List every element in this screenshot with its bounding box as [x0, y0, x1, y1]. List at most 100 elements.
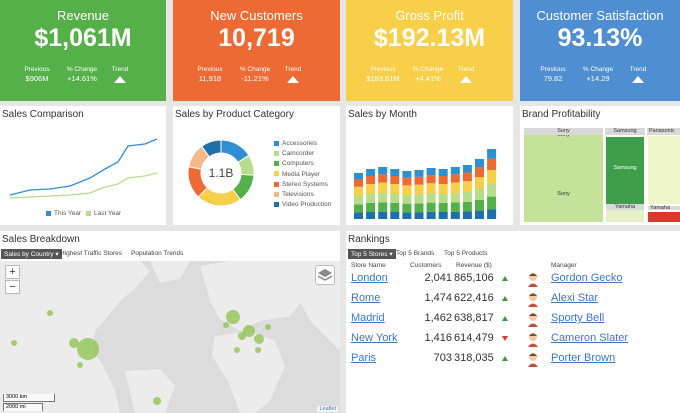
- month-bar-segment[interactable]: [414, 170, 424, 177]
- month-bar-segment[interactable]: [475, 189, 484, 200]
- month-bar-segment[interactable]: [366, 194, 376, 203]
- month-bar-segment[interactable]: [378, 211, 388, 219]
- month-bar-segment[interactable]: [450, 182, 460, 193]
- store-name-link[interactable]: New York: [351, 332, 398, 344]
- month-bar-segment[interactable]: [414, 176, 424, 185]
- month-bar-segment[interactable]: [462, 211, 472, 219]
- month-bar-segment[interactable]: [366, 184, 376, 194]
- month-bar-segment[interactable]: [475, 210, 484, 219]
- month-bar-segment[interactable]: [487, 149, 497, 159]
- month-bar-segment[interactable]: [354, 173, 363, 180]
- treemap-tile[interactable]: Sony: [524, 128, 603, 222]
- store-name-link[interactable]: Rome: [351, 292, 381, 304]
- month-bar-segment[interactable]: [378, 182, 388, 193]
- map-view[interactable]: + − 3000 km 2000 mi Leaflet: [0, 261, 340, 413]
- month-bar-segment[interactable]: [487, 184, 497, 197]
- month-bar-segment[interactable]: [438, 212, 448, 219]
- month-bar-segment[interactable]: [426, 183, 436, 194]
- month-bar-segment[interactable]: [487, 196, 497, 210]
- month-bar-segment[interactable]: [487, 209, 497, 219]
- treemap-tile[interactable]: [648, 206, 680, 210]
- treemap-tile[interactable]: [648, 136, 680, 204]
- zoom-in-button[interactable]: +: [5, 265, 20, 279]
- month-bar-segment[interactable]: [487, 170, 497, 184]
- manager-name-link[interactable]: Alexi Star: [551, 292, 599, 304]
- leaflet-attribution[interactable]: Leaflet: [317, 406, 338, 412]
- month-bar-segment[interactable]: [390, 203, 400, 212]
- month-bar-segment[interactable]: [390, 184, 400, 194]
- month-bar-segment[interactable]: [414, 212, 424, 219]
- month-bar-segment[interactable]: [475, 159, 484, 168]
- month-bar-segment[interactable]: [438, 203, 448, 212]
- manager-name-link[interactable]: Porter Brown: [551, 352, 616, 364]
- month-bar-segment[interactable]: [366, 212, 376, 219]
- month-bar-segment[interactable]: [450, 202, 460, 212]
- tab-highest-traffic-stores[interactable]: Highest Traffic Stores: [60, 250, 123, 257]
- store-name-link[interactable]: Madrid: [351, 312, 385, 324]
- month-bar-segment[interactable]: [487, 158, 497, 170]
- month-bar-segment[interactable]: [366, 203, 376, 212]
- month-bar-segment[interactable]: [426, 202, 436, 212]
- month-bar-segment[interactable]: [354, 204, 363, 213]
- store-name-link[interactable]: Paris: [351, 352, 377, 364]
- month-bar-segment[interactable]: [450, 174, 460, 183]
- month-bar-segment[interactable]: [462, 165, 472, 173]
- donut-slice[interactable]: [187, 166, 209, 198]
- month-bar-segment[interactable]: [390, 176, 400, 184]
- month-bar-segment[interactable]: [475, 199, 484, 211]
- month-bar-segment[interactable]: [378, 174, 388, 183]
- month-bar-segment[interactable]: [462, 172, 472, 182]
- tab-top-5-brands[interactable]: Top 5 Brands: [396, 250, 435, 257]
- treemap-tile[interactable]: [648, 212, 680, 222]
- treemap-tile[interactable]: [606, 206, 644, 222]
- month-bar-segment[interactable]: [402, 195, 412, 204]
- treemap-tile[interactable]: [524, 182, 603, 196]
- tab-sales-by-country[interactable]: Sales by Country ▾: [1, 249, 62, 259]
- month-bar-segment[interactable]: [475, 167, 484, 177]
- month-bar-segment[interactable]: [438, 169, 448, 176]
- manager-name-link[interactable]: Sporty Bell: [551, 312, 605, 324]
- treemap-tile[interactable]: Samsung: [606, 137, 644, 204]
- tab-top-5-products[interactable]: Top 5 Products: [444, 250, 488, 257]
- month-bar-segment[interactable]: [414, 203, 424, 213]
- zoom-out-button[interactable]: −: [5, 280, 20, 294]
- treemap-tile[interactable]: Yamaha: [606, 204, 644, 210]
- month-bar-segment[interactable]: [438, 176, 448, 184]
- month-bar-segment[interactable]: [390, 169, 400, 176]
- month-bar-segment[interactable]: [450, 211, 460, 219]
- month-bar-segment[interactable]: [414, 184, 424, 195]
- month-bar-segment[interactable]: [402, 185, 412, 195]
- tab-population-trends[interactable]: Population Trends: [131, 250, 184, 257]
- month-bar-segment[interactable]: [475, 177, 484, 189]
- month-bar-segment[interactable]: [378, 167, 388, 175]
- month-bar-segment[interactable]: [390, 194, 400, 203]
- month-bar-segment[interactable]: [354, 196, 363, 205]
- month-bar-segment[interactable]: [462, 201, 472, 212]
- month-bar-segment[interactable]: [402, 212, 412, 219]
- month-bar-segment[interactable]: [402, 171, 412, 178]
- month-bar-segment[interactable]: [450, 167, 460, 175]
- month-bar-segment[interactable]: [354, 186, 363, 196]
- month-bar-segment[interactable]: [450, 193, 460, 203]
- month-bar-segment[interactable]: [390, 212, 400, 219]
- donut-slice[interactable]: [220, 139, 250, 163]
- month-bar-segment[interactable]: [426, 211, 436, 219]
- month-bar-segment[interactable]: [354, 179, 363, 187]
- donut-slice[interactable]: [232, 173, 255, 201]
- month-bar-segment[interactable]: [438, 184, 448, 194]
- month-bar-segment[interactable]: [426, 193, 436, 203]
- month-bar-segment[interactable]: [402, 203, 412, 213]
- layers-button[interactable]: [315, 265, 335, 285]
- month-bar-segment[interactable]: [378, 202, 388, 212]
- store-name-link[interactable]: London: [351, 272, 388, 284]
- month-bar-segment[interactable]: [462, 181, 472, 192]
- donut-slice[interactable]: [187, 145, 210, 170]
- month-bar-segment[interactable]: [426, 168, 436, 176]
- month-bar-segment[interactable]: [354, 212, 363, 219]
- month-bar-segment[interactable]: [414, 194, 424, 204]
- manager-name-link[interactable]: Gordon Gecko: [551, 272, 623, 284]
- month-bar-segment[interactable]: [366, 169, 376, 176]
- month-bar-segment[interactable]: [462, 192, 472, 202]
- month-bar-segment[interactable]: [366, 176, 376, 184]
- month-bar-segment[interactable]: [426, 175, 436, 184]
